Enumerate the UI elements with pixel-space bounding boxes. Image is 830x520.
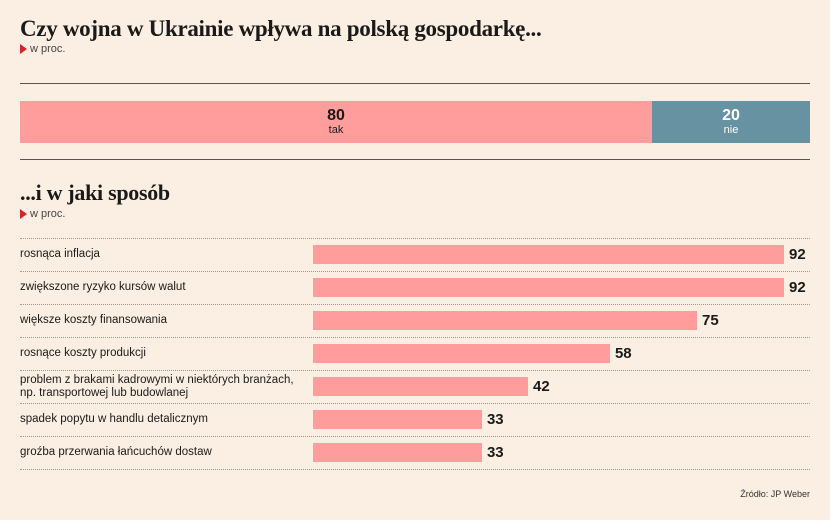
row-divider — [20, 469, 810, 470]
bar-label: groźba przerwania łańcuchów dostaw — [20, 446, 212, 458]
bar-value: 33 — [486, 411, 504, 428]
bar-value: 92 — [789, 246, 806, 263]
split-label-nie: nie — [723, 124, 739, 136]
bar-value: 42 — [533, 378, 550, 395]
row-divider — [20, 370, 810, 371]
bar — [313, 410, 482, 429]
subtitle-unit-text: w proc. — [30, 208, 66, 220]
bar — [313, 311, 697, 330]
row-divider — [20, 436, 810, 437]
yes-no-split-bar: 80 tak 20 nie — [20, 101, 810, 143]
unit-label: w proc. — [20, 43, 65, 55]
bar-value: 75 — [702, 312, 719, 329]
bar — [313, 344, 610, 363]
bar-label: większe koszty finansowania — [20, 314, 168, 326]
bar — [313, 245, 785, 264]
chart-title: Czy wojna w Ukrainie wpływa na polską go… — [20, 16, 542, 41]
triangle-marker-icon — [20, 44, 27, 54]
split-segment-nie: 20 nie — [652, 101, 810, 143]
middle-divider — [20, 159, 810, 160]
split-label-tak: tak — [328, 124, 344, 136]
split-value-tak: 80 — [327, 107, 345, 124]
row-divider — [20, 403, 810, 404]
bar-label: rosnąca inflacja — [20, 248, 100, 260]
row-divider — [20, 337, 810, 338]
bar-label: spadek popytu w handlu detalicznym — [20, 413, 208, 425]
source-note: Źródło: JP Weber — [740, 489, 810, 499]
row-divider — [20, 304, 810, 305]
row-divider — [20, 271, 810, 272]
row-divider — [20, 238, 810, 239]
bar-label: zwiększone ryzyko kursów walut — [20, 281, 186, 293]
bar-label: problem z brakami kadrowymi w niektórych… — [20, 373, 294, 399]
top-divider — [20, 83, 810, 84]
bar-value: 33 — [486, 444, 504, 461]
unit-text: w proc. — [30, 43, 66, 55]
bar-value: 58 — [614, 345, 632, 362]
bar-value: 92 — [789, 279, 806, 296]
triangle-marker-icon — [20, 209, 27, 219]
bar — [313, 443, 482, 462]
bar — [313, 377, 529, 396]
chart-subtitle: ...i w jaki sposób — [20, 180, 170, 205]
bar — [313, 278, 785, 297]
subtitle-unit-label: w proc. — [20, 208, 65, 220]
bar-label: rosnące koszty produkcji — [20, 347, 146, 359]
split-segment-tak: 80 tak — [20, 101, 652, 143]
split-value-nie: 20 — [722, 107, 740, 124]
